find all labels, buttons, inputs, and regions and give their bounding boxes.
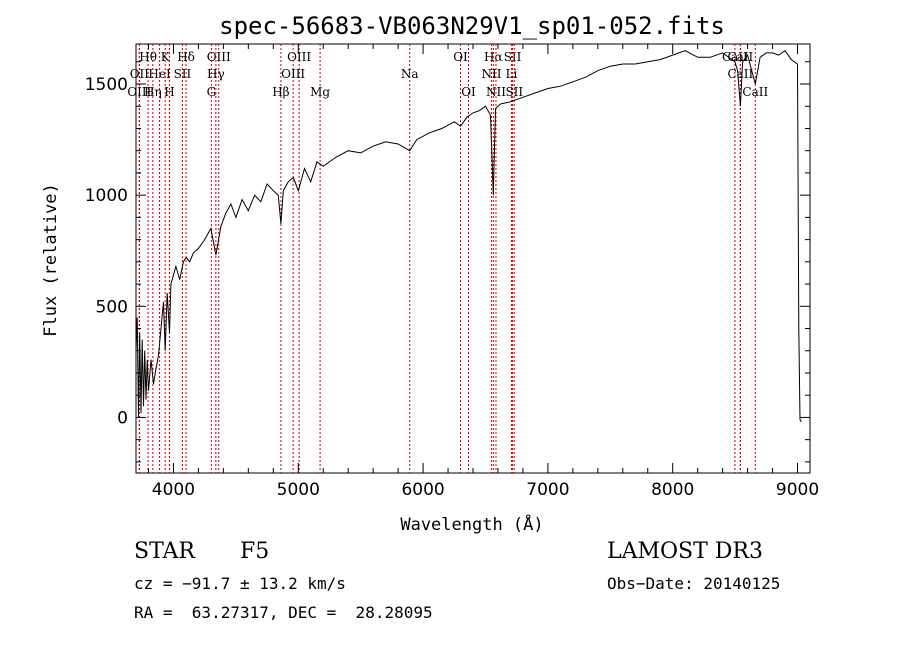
y-tick-label-3: 1500 bbox=[85, 75, 128, 95]
line-label-16: Na bbox=[401, 67, 419, 81]
line-label-17: OI bbox=[453, 50, 468, 64]
line-label-15: Mg bbox=[310, 85, 330, 99]
y-tick-label-2: 1000 bbox=[85, 186, 128, 206]
line-label-23: NII bbox=[486, 85, 506, 99]
line-label-20: SII bbox=[504, 50, 522, 64]
line-label-11: G bbox=[207, 85, 217, 99]
y-axis-label: Flux (relative) bbox=[41, 183, 61, 337]
line-label-6: H bbox=[164, 85, 174, 99]
x-tick-label-5: 9000 bbox=[776, 480, 819, 500]
coordinates: RA = 63.27317, DEC = 28.28095 bbox=[134, 603, 433, 622]
line-label-4: K bbox=[161, 50, 171, 64]
axis-ticks: 4000 5000 6000 7000 8000 9000 0 500 1000 1500 bbox=[85, 44, 819, 500]
x-tick-label-1: 5000 bbox=[277, 480, 320, 500]
x-axis-label: Wavelength (Å) bbox=[400, 513, 543, 535]
x-tick-label-4: 8000 bbox=[651, 480, 694, 500]
line-label-21: NII bbox=[481, 67, 501, 81]
line-label-24: SII bbox=[505, 85, 523, 99]
subclass: F5 bbox=[240, 539, 270, 564]
line-label-27: CaII bbox=[727, 67, 753, 81]
x-tick-label-2: 6000 bbox=[401, 480, 444, 500]
y-tick-label-0: 0 bbox=[117, 408, 128, 428]
classification: STAR bbox=[134, 539, 195, 564]
line-label-12: OIII bbox=[287, 50, 311, 64]
line-label-7: SII bbox=[174, 67, 192, 81]
line-label-25: CaII bbox=[722, 50, 748, 64]
spectrum-line bbox=[135, 50, 802, 423]
survey-label: LAMOST DR3 bbox=[607, 539, 763, 564]
line-label-5: Hη bbox=[144, 85, 162, 99]
chart-title: spec-56683-VB063N29V1_sp01-052.fits bbox=[219, 12, 725, 40]
line-label-0: Hθ bbox=[139, 50, 157, 64]
x-tick-label-0: 4000 bbox=[152, 480, 195, 500]
line-label-3: HeI bbox=[148, 67, 171, 81]
x-tick-label-3: 7000 bbox=[526, 480, 569, 500]
plot-frame bbox=[135, 43, 811, 474]
line-label-18: OI bbox=[461, 85, 476, 99]
line-label-14: Hβ bbox=[272, 85, 289, 99]
line-label-28: CaII bbox=[742, 85, 768, 99]
line-label-8: Hδ bbox=[177, 50, 195, 64]
y-tick-label-1: 500 bbox=[96, 297, 128, 317]
line-label-9: OIII bbox=[207, 50, 231, 64]
line-label-13: OIII bbox=[281, 67, 305, 81]
line-label-2: OIII bbox=[127, 85, 151, 99]
line-label-10: Hγ bbox=[207, 67, 225, 81]
line-label-22: Li bbox=[506, 67, 518, 81]
obs-date: Obs−Date: 20140125 bbox=[607, 574, 781, 593]
redshift-text: cz = −91.7 ± 13.2 km/s bbox=[134, 574, 346, 593]
line-label-19: Hα bbox=[484, 50, 503, 64]
